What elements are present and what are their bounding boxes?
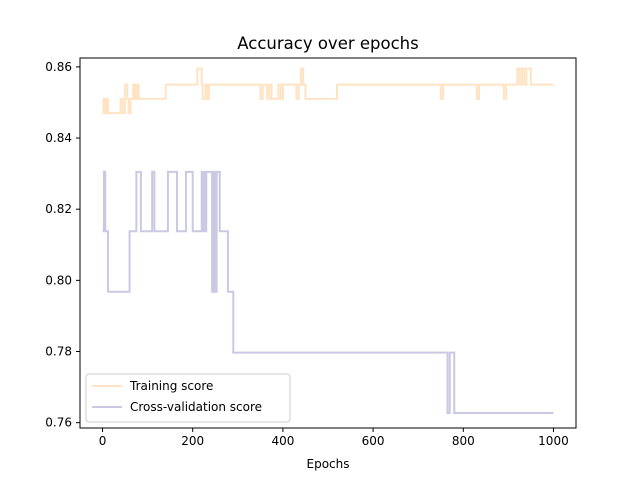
x-tick-label: 200 [181,434,204,448]
x-tick-label: 0 [99,434,107,448]
y-tick-label: 0.82 [45,202,72,216]
y-tick-label: 0.86 [45,60,72,74]
y-tick-label: 0.84 [45,131,72,145]
x-tick-label: 800 [452,434,475,448]
series-line-0 [102,67,554,115]
legend-box [85,373,291,423]
legend-label-cross-validation: Cross-validation score [130,400,262,414]
plot-frame [79,57,577,429]
y-axis: 0.76 0.78 0.80 0.82 0.84 0.86 [45,60,80,430]
x-tick-label: 1000 [538,434,569,448]
series-line-1 [102,170,554,415]
x-axis-label: Epochs [307,457,350,471]
y-tick-label: 0.78 [45,345,72,359]
series-layer [102,67,554,415]
x-axis: 0 200 400 600 800 1000 [99,428,569,448]
y-tick-label: 0.76 [45,416,72,430]
x-tick-label: 600 [362,434,385,448]
chart-title: Accuracy over epochs [237,34,418,53]
x-tick-label: 400 [271,434,294,448]
legend: Training score Cross-validation score [85,373,291,423]
y-tick-label: 0.80 [45,273,72,287]
legend-label-training: Training score [129,379,213,393]
